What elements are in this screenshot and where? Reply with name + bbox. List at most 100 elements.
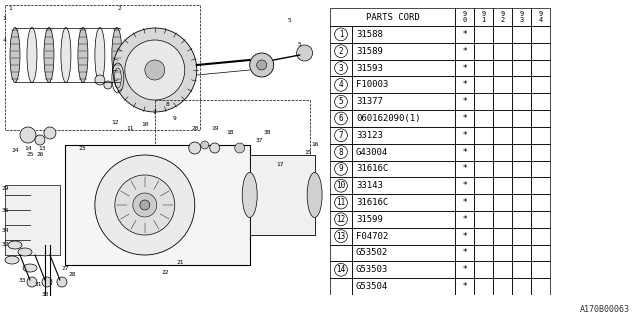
Bar (493, 278, 512, 295)
Text: 1: 1 (8, 5, 12, 11)
Bar (474, 60, 493, 76)
Bar (512, 228, 531, 244)
Circle shape (113, 28, 196, 112)
Bar (330, 26, 352, 43)
Text: 6: 6 (339, 114, 343, 123)
Bar (531, 60, 550, 76)
Text: 5: 5 (339, 97, 343, 106)
Bar (493, 211, 512, 228)
Text: 19: 19 (211, 125, 218, 131)
Bar (531, 127, 550, 144)
Bar (330, 60, 352, 76)
Bar (352, 93, 455, 110)
Text: 31599: 31599 (356, 215, 383, 224)
Bar (493, 194, 512, 211)
Text: 36: 36 (1, 207, 9, 212)
Bar (531, 211, 550, 228)
Circle shape (95, 75, 105, 85)
Text: *: * (462, 198, 467, 207)
Bar (493, 43, 512, 60)
Text: 10: 10 (141, 123, 148, 127)
Bar (531, 177, 550, 194)
Bar (352, 194, 455, 211)
Text: 8: 8 (166, 102, 170, 108)
Text: 20: 20 (191, 125, 198, 131)
Ellipse shape (10, 28, 20, 83)
Text: 28: 28 (68, 273, 76, 277)
Text: 4: 4 (3, 37, 7, 43)
Text: 26: 26 (36, 153, 44, 157)
Bar (352, 261, 455, 278)
Bar (330, 76, 352, 93)
Bar (352, 161, 455, 177)
Ellipse shape (61, 28, 71, 83)
Bar (352, 144, 455, 161)
Bar (455, 228, 474, 244)
Text: 14: 14 (24, 146, 32, 150)
Text: 22: 22 (161, 269, 168, 275)
Bar (330, 177, 352, 194)
Bar (512, 144, 531, 161)
Bar (531, 161, 550, 177)
Text: 32: 32 (1, 243, 9, 247)
Bar (455, 194, 474, 211)
Bar (474, 261, 493, 278)
Text: 9
4: 9 4 (538, 11, 543, 23)
Bar (512, 177, 531, 194)
Text: *: * (462, 131, 467, 140)
Bar (493, 8, 512, 26)
Bar (512, 8, 531, 26)
Circle shape (27, 277, 37, 287)
Text: 37: 37 (256, 138, 264, 142)
Circle shape (115, 175, 175, 235)
Circle shape (42, 277, 52, 287)
Bar (474, 8, 493, 26)
Text: 060162090(1): 060162090(1) (356, 114, 420, 123)
Ellipse shape (112, 28, 122, 83)
Text: 31616C: 31616C (356, 164, 388, 173)
Bar (455, 261, 474, 278)
Bar (512, 110, 531, 127)
Circle shape (133, 193, 157, 217)
Bar (455, 211, 474, 228)
Text: 31377: 31377 (356, 97, 383, 106)
Text: 3: 3 (3, 15, 7, 20)
Bar (531, 76, 550, 93)
Bar (352, 211, 455, 228)
Bar (474, 76, 493, 93)
Bar (493, 110, 512, 127)
Ellipse shape (242, 172, 257, 218)
Text: 9
2: 9 2 (500, 11, 504, 23)
Bar (352, 177, 455, 194)
Ellipse shape (23, 264, 37, 272)
Bar (352, 244, 455, 261)
Text: G53504: G53504 (356, 282, 388, 291)
Bar (474, 194, 493, 211)
Bar (330, 244, 352, 261)
Text: 16: 16 (311, 142, 318, 148)
Bar (493, 144, 512, 161)
Bar (474, 93, 493, 110)
Text: 11: 11 (337, 198, 346, 207)
Bar (512, 161, 531, 177)
Text: 33143: 33143 (356, 181, 383, 190)
Bar (455, 144, 474, 161)
Bar (455, 110, 474, 127)
Bar (531, 43, 550, 60)
Ellipse shape (307, 172, 322, 218)
Circle shape (20, 127, 36, 143)
Bar (512, 43, 531, 60)
Bar (352, 76, 455, 93)
Bar (330, 8, 455, 26)
Bar (531, 8, 550, 26)
Ellipse shape (18, 248, 32, 256)
Text: 14: 14 (337, 265, 346, 274)
Bar (352, 278, 455, 295)
Bar (493, 161, 512, 177)
Bar (455, 127, 474, 144)
Text: 31593: 31593 (356, 64, 383, 73)
Ellipse shape (8, 241, 22, 249)
Bar (352, 26, 455, 43)
Circle shape (44, 127, 56, 139)
Bar (455, 43, 474, 60)
